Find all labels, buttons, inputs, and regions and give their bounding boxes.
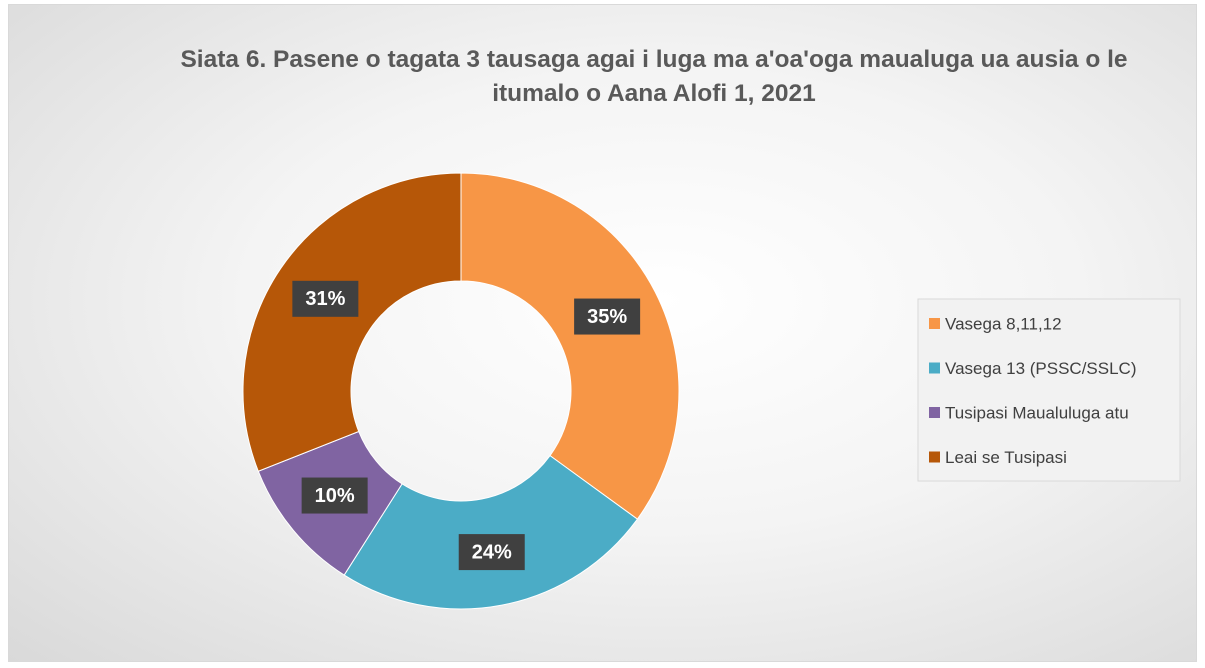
data-label-box (292, 280, 359, 317)
chart-area: Siata 6. Pasene o tagata 3 tausaga agai … (8, 4, 1197, 662)
chart-title: Siata 6. Pasene o tagata 3 tausaga agai … (180, 46, 1128, 107)
legend-label: Leai se Tusipasi (945, 448, 1067, 467)
slice (460, 172, 680, 520)
data-label-box (574, 298, 641, 335)
legend-label: Vasega 13 (PSSC/SSLC) (945, 359, 1137, 378)
legend-box (917, 298, 1181, 482)
data-label: 10% (315, 485, 355, 507)
chart: 35% 24% 10% 31% Vasega 8,11,12 Vasega 13 (PSS… (242, 172, 1181, 610)
slice (242, 172, 462, 472)
legend-label: Tusipasi Maualuluga atu (945, 403, 1129, 422)
data-label-box (458, 534, 525, 571)
legend-marker (929, 362, 940, 374)
legend-marker (929, 451, 940, 463)
legend-marker (929, 407, 940, 418)
data-label: 35% (587, 306, 627, 328)
legend-marker (929, 318, 940, 329)
data-label: 31% (305, 288, 345, 310)
slice (343, 454, 639, 610)
data-label-box (301, 477, 368, 514)
data-label: 24% (472, 541, 512, 563)
legend-label: Vasega 8,11,12 (945, 314, 1062, 333)
